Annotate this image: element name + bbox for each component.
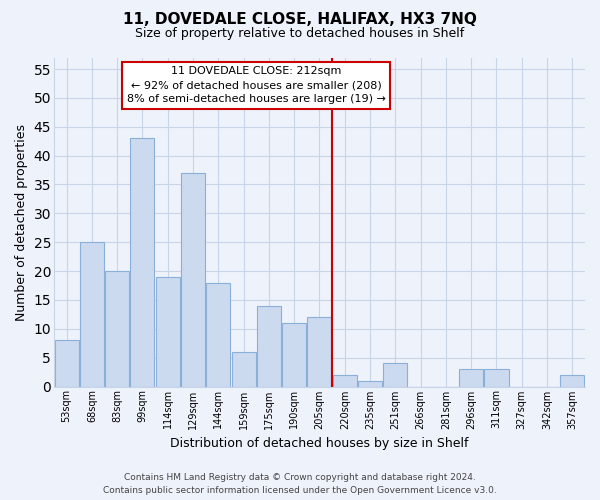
Bar <box>358 380 382 386</box>
Bar <box>459 369 483 386</box>
Text: 11 DOVEDALE CLOSE: 212sqm
← 92% of detached houses are smaller (208)
8% of semi-: 11 DOVEDALE CLOSE: 212sqm ← 92% of detac… <box>127 66 386 104</box>
Bar <box>105 271 129 386</box>
Bar <box>55 340 79 386</box>
Bar <box>206 282 230 387</box>
Text: Size of property relative to detached houses in Shelf: Size of property relative to detached ho… <box>136 28 464 40</box>
Bar <box>560 375 584 386</box>
Bar <box>257 306 281 386</box>
Bar <box>156 277 180 386</box>
X-axis label: Distribution of detached houses by size in Shelf: Distribution of detached houses by size … <box>170 437 469 450</box>
Bar <box>130 138 154 386</box>
Bar <box>383 364 407 386</box>
Y-axis label: Number of detached properties: Number of detached properties <box>15 124 28 320</box>
Text: 11, DOVEDALE CLOSE, HALIFAX, HX3 7NQ: 11, DOVEDALE CLOSE, HALIFAX, HX3 7NQ <box>123 12 477 28</box>
Bar <box>333 375 357 386</box>
Bar <box>181 173 205 386</box>
Bar <box>484 369 509 386</box>
Bar <box>80 242 104 386</box>
Bar <box>307 317 331 386</box>
Text: Contains HM Land Registry data © Crown copyright and database right 2024.
Contai: Contains HM Land Registry data © Crown c… <box>103 474 497 495</box>
Bar <box>232 352 256 386</box>
Bar <box>282 323 306 386</box>
